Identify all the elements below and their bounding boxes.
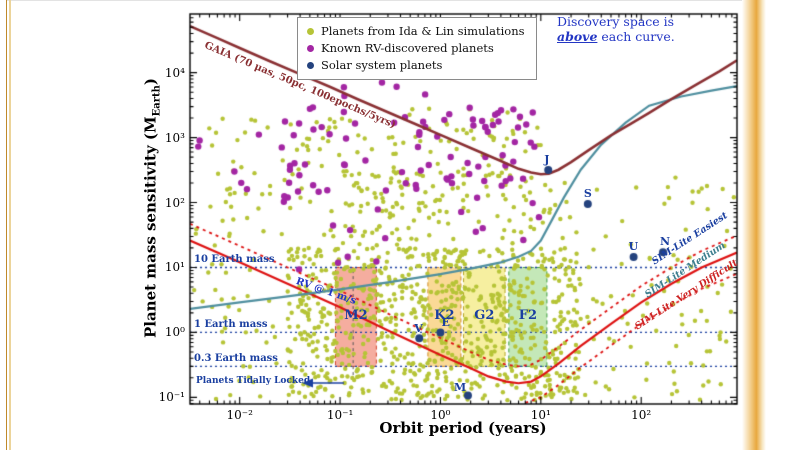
x-tick-label: 10⁻¹ (326, 408, 354, 422)
y-axis-title-sub: Earth (151, 85, 163, 117)
y-axis-title: Planet mass sensitivity (MEarth) (142, 78, 163, 338)
planet-label-V: V (414, 322, 423, 336)
y-axis-title-close: ) (141, 77, 160, 86)
y-tick-label: 10¹ (164, 260, 185, 275)
legend-item-ida: Planets from Ida & Lin simulations (307, 23, 525, 40)
y-tick-label: 10⁰ (164, 325, 185, 340)
band-label-G2: G2 (474, 308, 495, 323)
legend-item-rv: Known RV-discovered planets (307, 40, 525, 57)
planet-label-U: U (628, 239, 639, 253)
planet-label-S: S (583, 186, 592, 200)
band-label-M2: M2 (344, 308, 368, 323)
x-tick-label: 10⁻² (226, 408, 253, 422)
mass-line-label: 10 Earth mass (194, 254, 275, 266)
band-label-F2: F2 (518, 308, 537, 323)
planet-label-M: M (453, 381, 467, 395)
ida-marker-icon (307, 28, 314, 35)
y-tick-label: 10⁻¹ (158, 390, 185, 405)
band-label-K2: K2 (434, 308, 455, 323)
discovery-note-line1: Discovery space is (557, 14, 675, 29)
tidally-locked-label: Planets Tidally Locked (196, 376, 311, 386)
legend-label-ida: Planets from Ida & Lin simulations (321, 24, 525, 38)
mass-line-label: 1 Earth mass (194, 319, 268, 331)
y-axis-title-main: Planet mass sensitivity (M (141, 116, 160, 339)
x-axis-title: Orbit period (years) (379, 419, 547, 437)
legend: Planets from Ida & Lin simulations Known… (297, 17, 537, 80)
y-tick-label: 10⁴ (164, 65, 185, 80)
solar-marker-icon (307, 62, 314, 69)
rv-marker-icon (307, 45, 314, 52)
legend-label-solar: Solar system planets (321, 58, 443, 72)
legend-label-rv: Known RV-discovered planets (321, 41, 494, 55)
discovery-note-rest: each curve. (597, 29, 675, 44)
legend-item-solar: Solar system planets (307, 57, 525, 74)
y-tick-label: 10³ (164, 130, 185, 145)
x-tick-label: 10⁰ (430, 408, 451, 422)
planet-label-J: J (544, 152, 550, 166)
discovery-note-line2: above each curve. (557, 29, 675, 44)
discovery-note: Discovery space is above each curve. (557, 14, 675, 44)
y-tick-label: 10² (164, 195, 185, 210)
planet-label-N: N (659, 235, 671, 249)
x-tick-label: 10¹ (530, 408, 551, 422)
x-tick-label: 10² (631, 408, 652, 422)
planet-label-E: E (441, 316, 450, 330)
mass-line-label: 0.3 Earth mass (194, 353, 278, 365)
discovery-note-above: above (557, 29, 598, 44)
